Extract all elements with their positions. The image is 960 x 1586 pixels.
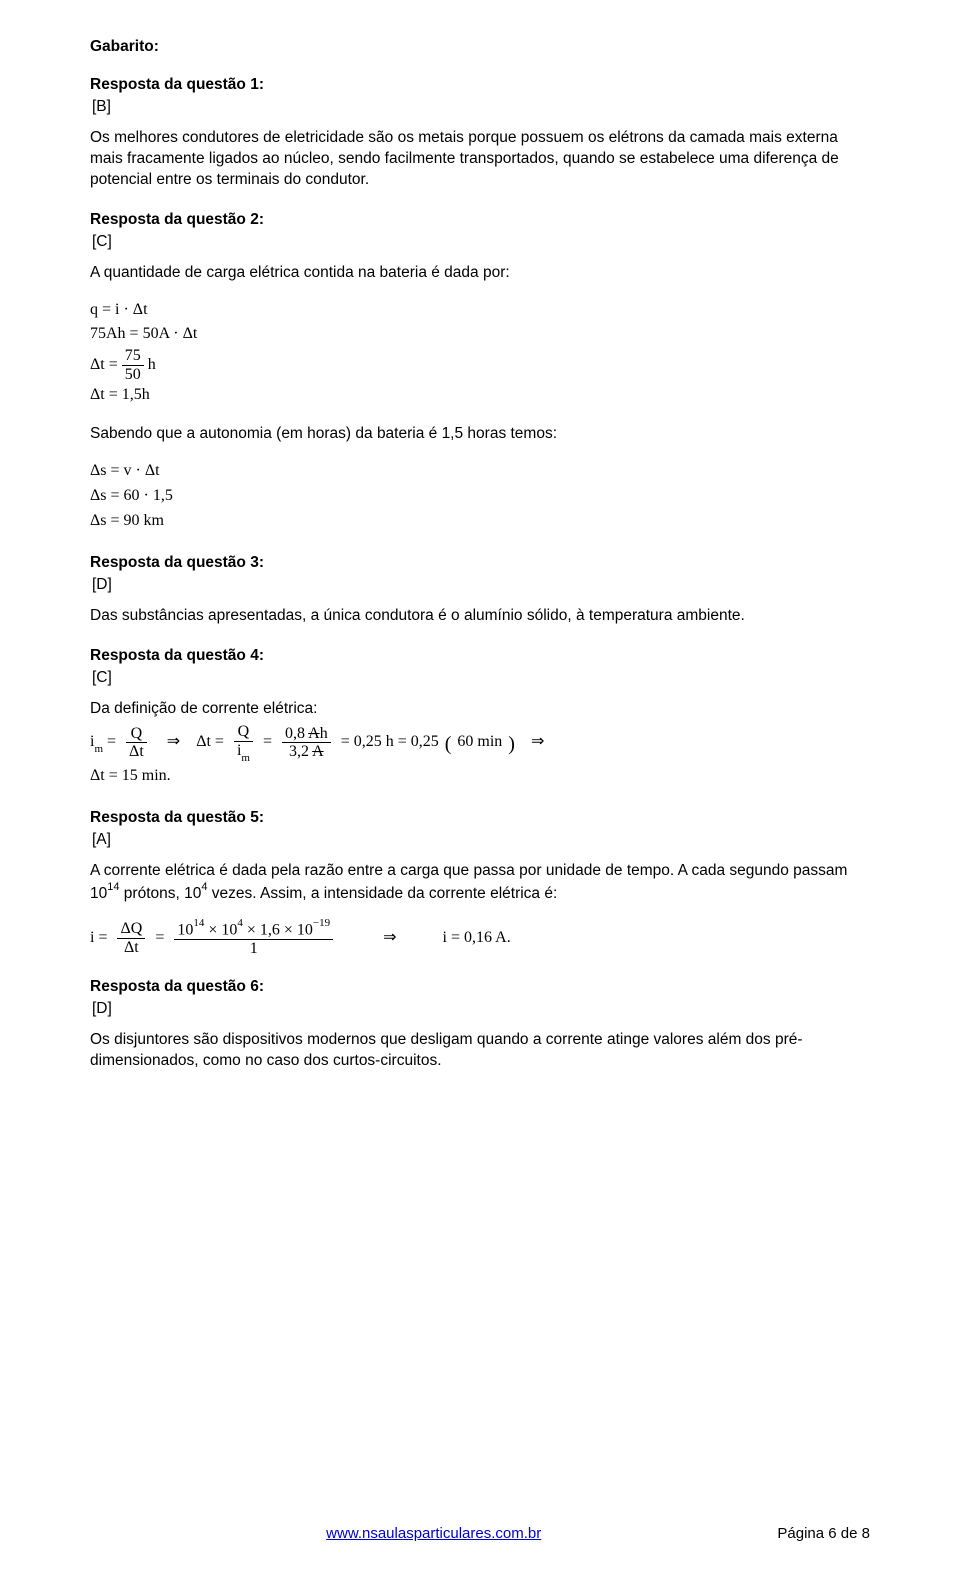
- q6-text: Os disjuntores são dispositivos modernos…: [90, 1030, 870, 1072]
- gabarito-heading: Gabarito:: [90, 38, 870, 56]
- paren-open: (: [445, 734, 452, 754]
- q1-text: Os melhores condutores de eletricidade s…: [90, 128, 870, 191]
- math-text: i =: [90, 926, 107, 951]
- math-text: =: [263, 730, 272, 755]
- numerator: 1014 × 104 × 1,6 × 10−19: [174, 919, 333, 939]
- denominator: Δt: [121, 939, 142, 957]
- denominator: 3,2 A: [286, 743, 327, 761]
- q3-title: Resposta da questão 3:: [90, 554, 870, 572]
- numerator: ΔQ: [117, 920, 145, 938]
- math-text: q = i · Δt: [90, 298, 148, 323]
- footer-page-number: Página 6 de 8: [777, 1525, 870, 1542]
- q5-title: Resposta da questão 5:: [90, 809, 870, 827]
- q4-math-block: im = Q Δt ⇒ Δt = Q im = 0,8 Ah 3,2 A = 0…: [90, 723, 870, 789]
- q6-answer-tag: [D]: [92, 1000, 870, 1018]
- math-text: Δs = v · Δt: [90, 459, 160, 484]
- math-text: Δt = 1,5h: [90, 383, 150, 408]
- fraction: 1014 × 104 × 1,6 × 10−19 1: [174, 919, 333, 958]
- q2-math-block-2: Δs = v · Δt Δs = 60 · 1,5 Δs = 90 km: [90, 459, 870, 533]
- q2-intro: A quantidade de carga elétrica contida n…: [90, 263, 870, 284]
- q4-title: Resposta da questão 4:: [90, 647, 870, 665]
- q1-title: Resposta da questão 1:: [90, 76, 870, 94]
- page-footer: www.nsaulasparticulares.com.br Página 6 …: [90, 1525, 870, 1542]
- q5-math-block: i = ΔQ Δt = 1014 × 104 × 1,6 × 10−19 1 ⇒…: [90, 919, 870, 958]
- numerator: 75: [122, 347, 144, 365]
- math-text: Δt =: [196, 730, 224, 755]
- implies-arrow: ⇒: [343, 926, 436, 951]
- denominator: Δt: [126, 743, 147, 761]
- fraction: 0,8 Ah 3,2 A: [282, 725, 331, 761]
- numerator: Q: [235, 723, 253, 741]
- q2-answer-tag: [C]: [92, 233, 870, 251]
- q5-text: A corrente elétrica é dada pela razão en…: [90, 861, 870, 905]
- q5-answer-tag: [A]: [92, 831, 870, 849]
- denominator: 50: [122, 366, 144, 384]
- math-text: Δs = 60 · 1,5: [90, 484, 173, 509]
- denominator: im: [234, 742, 253, 762]
- fraction: 75 50: [122, 347, 144, 383]
- math-text: 75Ah = 50A · Δt: [90, 322, 197, 347]
- q6-title: Resposta da questão 6:: [90, 978, 870, 996]
- math-text: 60 min: [457, 730, 502, 755]
- math-text: Δt =: [90, 353, 118, 378]
- math-text: =: [155, 926, 164, 951]
- math-text: = 0,25 h = 0,25: [341, 730, 439, 755]
- math-text: im =: [90, 730, 116, 756]
- numerator: Q: [128, 725, 146, 743]
- q2-math-block-1: q = i · Δt 75Ah = 50A · Δt Δt = 75 50 h …: [90, 298, 870, 409]
- q2-mid: Sabendo que a autonomia (em horas) da ba…: [90, 424, 870, 445]
- math-text: Δs = 90 km: [90, 509, 164, 534]
- paren-close: ): [508, 734, 515, 754]
- implies-arrow: ⇒: [521, 730, 554, 755]
- footer-url[interactable]: www.nsaulasparticulares.com.br: [326, 1525, 541, 1542]
- q2-title: Resposta da questão 2:: [90, 211, 870, 229]
- q1-answer-tag: [B]: [92, 98, 870, 116]
- denominator: 1: [247, 940, 261, 958]
- fraction: ΔQ Δt: [117, 920, 145, 956]
- q3-text: Das substâncias apresentadas, a única co…: [90, 606, 870, 627]
- fraction: Q im: [234, 723, 253, 762]
- math-text: i = 0,16 A.: [443, 926, 511, 951]
- q4-answer-tag: [C]: [92, 669, 870, 687]
- numerator: 0,8 Ah: [282, 725, 331, 743]
- math-text: h: [148, 353, 156, 378]
- q4-intro: Da definição de corrente elétrica:: [90, 699, 870, 720]
- fraction: Q Δt: [126, 725, 147, 761]
- math-text: Δt = 15 min.: [90, 764, 171, 789]
- implies-arrow: ⇒: [157, 730, 190, 755]
- q3-answer-tag: [D]: [92, 576, 870, 594]
